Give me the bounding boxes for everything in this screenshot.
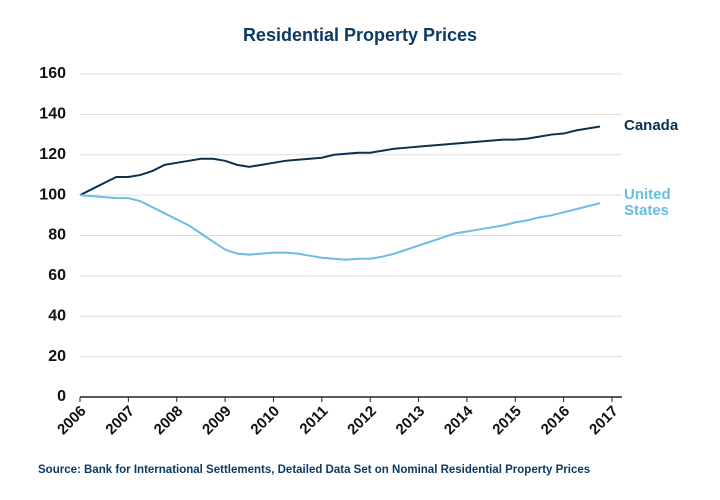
series-label: Canada xyxy=(624,117,679,135)
chart-title: Residential Property Prices xyxy=(243,25,477,45)
source-note: Source: Bank for International Settlemen… xyxy=(38,464,590,476)
x-tick-label: 2006 xyxy=(54,403,90,439)
x-tick-label: 2012 xyxy=(344,403,380,439)
y-tick-label: 160 xyxy=(39,65,66,82)
x-tick-label: 2007 xyxy=(102,403,138,439)
x-tick-label: 2015 xyxy=(489,403,525,439)
x-tick-label: 2013 xyxy=(393,403,429,439)
x-tick-label: 2008 xyxy=(151,403,187,439)
y-tick-label: 120 xyxy=(39,146,66,163)
y-tick-label: 0 xyxy=(57,388,66,405)
series-line xyxy=(79,125,601,197)
y-tick-label: 80 xyxy=(48,227,66,244)
x-tick-label: 2010 xyxy=(247,403,283,439)
x-tick-label: 2016 xyxy=(538,403,574,439)
y-tick-label: 60 xyxy=(48,267,66,284)
y-tick-label: 40 xyxy=(48,307,66,324)
series-line xyxy=(79,194,601,261)
x-tick-label: 2014 xyxy=(441,402,477,438)
y-tick-label: 140 xyxy=(39,106,66,123)
x-tick-label: 2011 xyxy=(296,403,331,438)
y-tick-label: 100 xyxy=(39,186,66,203)
x-tick-label: 2009 xyxy=(199,403,235,439)
y-tick-label: 20 xyxy=(48,348,66,365)
x-tick-label: 2017 xyxy=(586,403,622,439)
series-label: United States xyxy=(624,186,671,220)
